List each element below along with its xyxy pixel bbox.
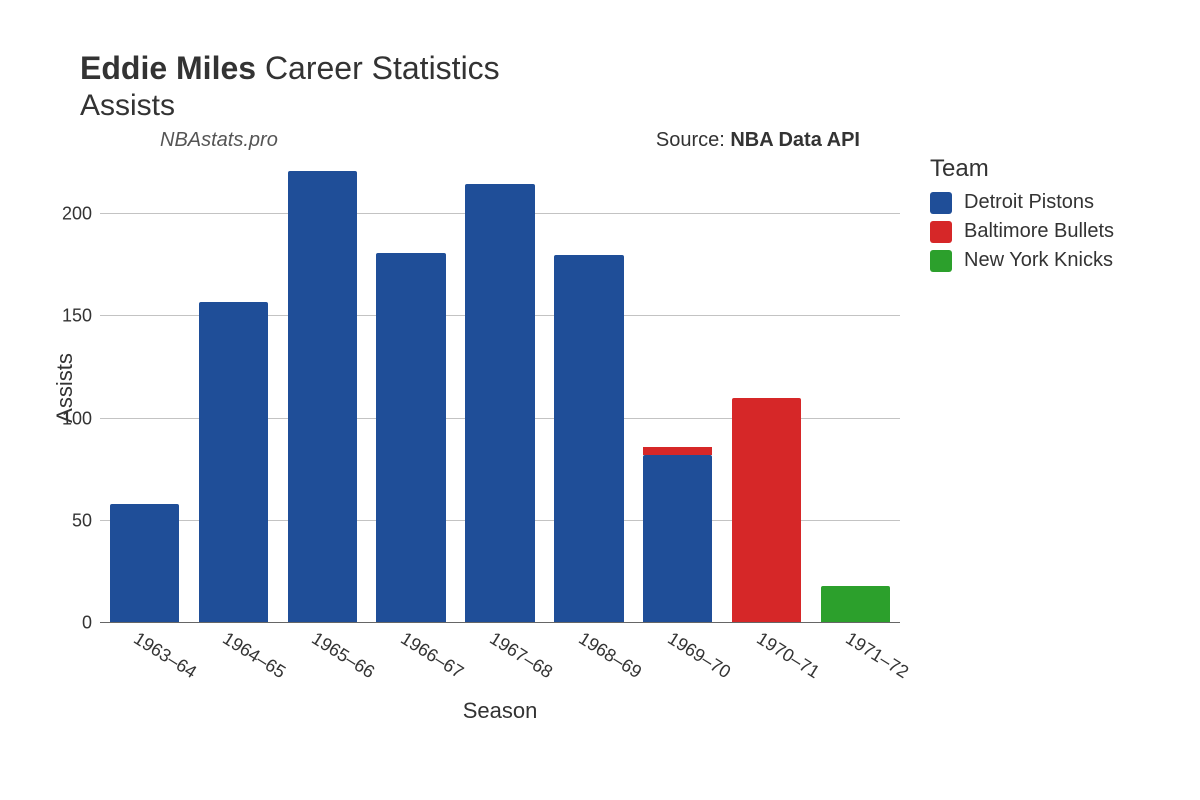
legend-item: New York Knicks [930,249,1114,272]
source-line: Source: NBA Data API [656,129,860,152]
y-tick-label: 0 [82,613,92,634]
x-tick-label: 1970–71 [752,628,823,683]
stat-name: Assists [80,89,1170,123]
y-tick-label: 50 [72,510,92,531]
x-axis-baseline [100,622,900,623]
bar-segment [376,253,445,623]
chart-container: Eddie Miles Career Statistics Assists NB… [0,0,1200,800]
bar-segment [110,504,179,623]
bar-slot: 1964–65 [189,153,278,623]
legend-swatch [930,192,952,214]
legend-swatch [930,250,952,272]
bar-segment [554,255,623,623]
plot-area: NBAstats.pro Source: NBA Data API 050100… [100,153,900,623]
x-tick-label: 1965–66 [308,628,379,683]
bar-segment [643,455,712,623]
source-prefix: Source: [656,129,730,151]
bar-segment [465,184,534,623]
x-tick-label: 1969–70 [663,628,734,683]
y-tick-label: 200 [62,204,92,225]
watermark: NBAstats.pro [160,129,278,152]
title-block: Eddie Miles Career Statistics Assists [80,50,1170,123]
x-axis-label: Season [463,698,538,724]
title-suffix: Career Statistics [265,50,500,86]
legend-label: New York Knicks [964,249,1113,272]
legend-label: Detroit Pistons [964,191,1094,214]
x-tick-label: 1966–67 [397,628,468,683]
bar-slot: 1969–70 [633,153,722,623]
legend-item: Detroit Pistons [930,191,1114,214]
legend-label: Baltimore Bullets [964,220,1114,243]
bar-segment [288,171,357,623]
bar-segment [821,586,890,623]
legend-title: Team [930,155,1114,183]
source-name: NBA Data API [730,129,860,151]
x-tick-label: 1964–65 [219,628,290,683]
x-tick-label: 1968–69 [575,628,646,683]
bar-slot: 1970–71 [722,153,811,623]
bar-slot: 1965–66 [278,153,367,623]
player-name: Eddie Miles [80,50,256,86]
legend-swatch [930,221,952,243]
bar-slot: 1963–64 [100,153,189,623]
x-tick-label: 1963–64 [130,628,201,683]
bar-slot: 1971–72 [811,153,900,623]
bar-segment [732,398,801,623]
legend-item: Baltimore Bullets [930,220,1114,243]
bar-slot: 1968–69 [544,153,633,623]
legend: Team Detroit Pistons Baltimore Bullets New… [930,155,1114,278]
chart-title: Eddie Miles Career Statistics [80,50,1170,87]
y-axis-label: Assists [52,353,78,423]
x-tick-label: 1967–68 [486,628,557,683]
y-tick-label: 150 [62,306,92,327]
bars-row: 1963–641964–651965–661966–671967–681968–… [100,153,900,623]
bar-segment [643,447,712,455]
bar-slot: 1966–67 [367,153,456,623]
bar-segment [199,302,268,623]
x-tick-label: 1971–72 [841,628,912,683]
bar-slot: 1967–68 [456,153,545,623]
